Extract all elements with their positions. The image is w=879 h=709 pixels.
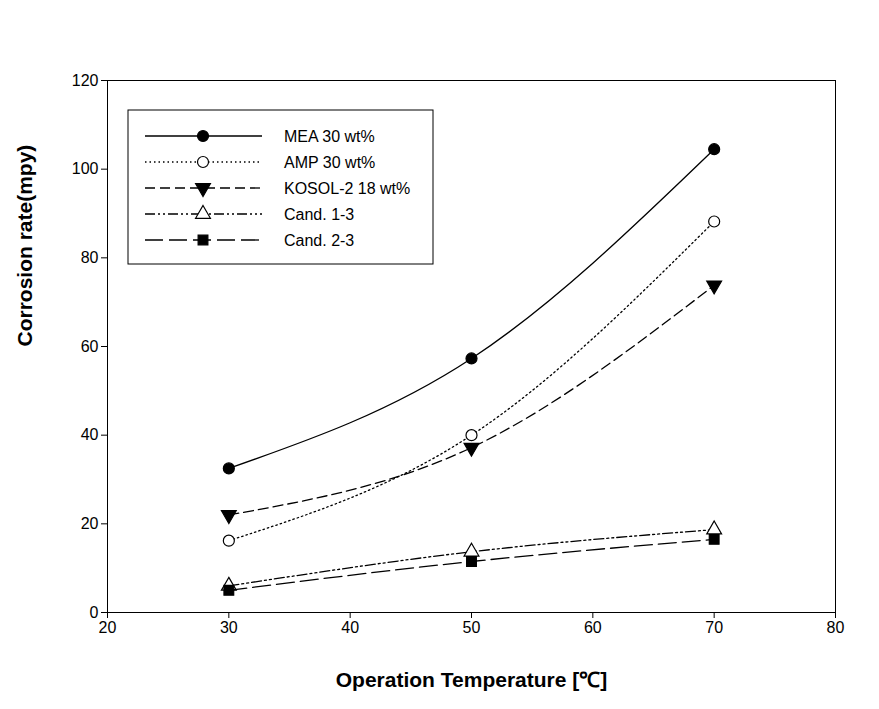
- svg-text:Operation Temperature [℃]: Operation Temperature [℃]: [336, 668, 607, 691]
- svg-text:60: 60: [81, 338, 99, 355]
- svg-text:50: 50: [463, 619, 481, 636]
- svg-text:Cand. 1-3: Cand. 1-3: [284, 206, 354, 223]
- svg-text:80: 80: [81, 249, 99, 266]
- svg-text:70: 70: [705, 619, 723, 636]
- svg-text:20: 20: [81, 515, 99, 532]
- svg-text:40: 40: [81, 426, 99, 443]
- svg-text:120: 120: [72, 72, 99, 89]
- svg-text:MEA 30 wt%: MEA 30 wt%: [284, 128, 375, 145]
- svg-text:Cand. 2-3: Cand. 2-3: [284, 232, 354, 249]
- svg-text:20: 20: [99, 619, 117, 636]
- svg-text:100: 100: [72, 160, 99, 177]
- svg-text:KOSOL-2 18 wt%: KOSOL-2 18 wt%: [284, 180, 410, 197]
- svg-text:60: 60: [584, 619, 602, 636]
- svg-text:80: 80: [827, 619, 845, 636]
- svg-text:30: 30: [220, 619, 238, 636]
- svg-text:AMP 30 wt%: AMP 30 wt%: [284, 154, 375, 171]
- svg-text:0: 0: [90, 604, 99, 621]
- svg-text:40: 40: [341, 619, 359, 636]
- svg-text:Corrosion rate(mpy): Corrosion rate(mpy): [13, 145, 36, 347]
